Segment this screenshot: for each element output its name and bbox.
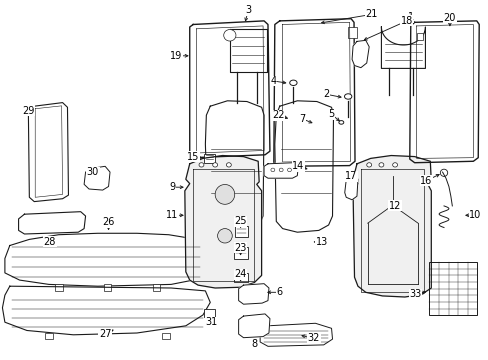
Bar bbox=[204, 309, 215, 317]
Bar bbox=[428, 262, 476, 315]
Text: 3: 3 bbox=[245, 5, 251, 15]
Text: 26: 26 bbox=[102, 217, 115, 228]
Text: 1: 1 bbox=[407, 12, 413, 22]
Text: 21: 21 bbox=[365, 9, 377, 19]
Polygon shape bbox=[273, 19, 354, 166]
Bar bbox=[347, 27, 356, 38]
Ellipse shape bbox=[279, 168, 283, 172]
Text: 14: 14 bbox=[291, 161, 304, 171]
Text: 4: 4 bbox=[270, 76, 276, 86]
Text: 20: 20 bbox=[443, 13, 455, 23]
Bar bbox=[45, 333, 53, 339]
Polygon shape bbox=[352, 156, 430, 297]
Polygon shape bbox=[84, 166, 110, 190]
Bar bbox=[233, 273, 248, 282]
Text: 11: 11 bbox=[165, 210, 178, 220]
Text: 19: 19 bbox=[169, 51, 182, 61]
Text: 24: 24 bbox=[234, 269, 246, 279]
Polygon shape bbox=[184, 156, 261, 288]
Polygon shape bbox=[189, 21, 269, 158]
Polygon shape bbox=[28, 103, 68, 202]
Text: 25: 25 bbox=[234, 216, 246, 226]
Text: 18: 18 bbox=[400, 16, 412, 26]
Text: 32: 32 bbox=[307, 333, 320, 343]
Bar bbox=[204, 154, 215, 163]
Text: 6: 6 bbox=[276, 287, 282, 297]
Text: 16: 16 bbox=[419, 176, 432, 186]
Polygon shape bbox=[351, 40, 368, 68]
Bar bbox=[55, 284, 62, 291]
Text: 27: 27 bbox=[99, 329, 111, 339]
Polygon shape bbox=[5, 233, 203, 286]
Polygon shape bbox=[19, 212, 85, 234]
Ellipse shape bbox=[215, 184, 234, 204]
Text: 28: 28 bbox=[43, 237, 56, 247]
Ellipse shape bbox=[378, 163, 383, 167]
Text: 2: 2 bbox=[323, 89, 329, 99]
Polygon shape bbox=[260, 323, 332, 346]
Polygon shape bbox=[205, 101, 264, 232]
Text: 12: 12 bbox=[388, 201, 401, 211]
Ellipse shape bbox=[289, 80, 297, 85]
Bar bbox=[234, 226, 248, 237]
Polygon shape bbox=[274, 101, 333, 232]
Text: 7: 7 bbox=[299, 114, 305, 124]
Text: 13: 13 bbox=[315, 237, 327, 247]
Ellipse shape bbox=[366, 163, 371, 167]
Bar bbox=[152, 284, 160, 291]
Ellipse shape bbox=[223, 30, 236, 41]
Text: 15: 15 bbox=[186, 152, 199, 162]
Text: 9: 9 bbox=[169, 182, 175, 192]
Ellipse shape bbox=[199, 163, 203, 167]
Text: 5: 5 bbox=[328, 109, 334, 120]
Text: 22: 22 bbox=[272, 110, 285, 120]
Polygon shape bbox=[238, 284, 268, 304]
Bar bbox=[162, 333, 170, 339]
Text: 10: 10 bbox=[468, 210, 481, 220]
Polygon shape bbox=[409, 21, 478, 163]
Ellipse shape bbox=[212, 163, 217, 167]
Ellipse shape bbox=[392, 163, 397, 167]
Text: 33: 33 bbox=[408, 289, 421, 300]
Ellipse shape bbox=[226, 163, 231, 167]
Polygon shape bbox=[2, 286, 210, 335]
Bar bbox=[416, 33, 423, 40]
Text: 31: 31 bbox=[204, 317, 217, 327]
Bar bbox=[103, 333, 111, 339]
Text: 30: 30 bbox=[86, 167, 99, 177]
Polygon shape bbox=[344, 176, 357, 200]
Polygon shape bbox=[238, 314, 269, 338]
Ellipse shape bbox=[344, 94, 351, 99]
Ellipse shape bbox=[270, 168, 274, 172]
Bar bbox=[103, 284, 111, 291]
Ellipse shape bbox=[440, 169, 447, 176]
Ellipse shape bbox=[287, 168, 291, 172]
Polygon shape bbox=[229, 29, 266, 72]
Ellipse shape bbox=[338, 121, 343, 124]
Polygon shape bbox=[264, 163, 298, 178]
Bar bbox=[233, 247, 248, 259]
Polygon shape bbox=[381, 27, 425, 68]
Text: 17: 17 bbox=[344, 171, 357, 181]
Ellipse shape bbox=[217, 229, 232, 243]
Text: 23: 23 bbox=[234, 243, 246, 253]
Text: 29: 29 bbox=[22, 106, 35, 116]
Text: 8: 8 bbox=[251, 339, 257, 349]
